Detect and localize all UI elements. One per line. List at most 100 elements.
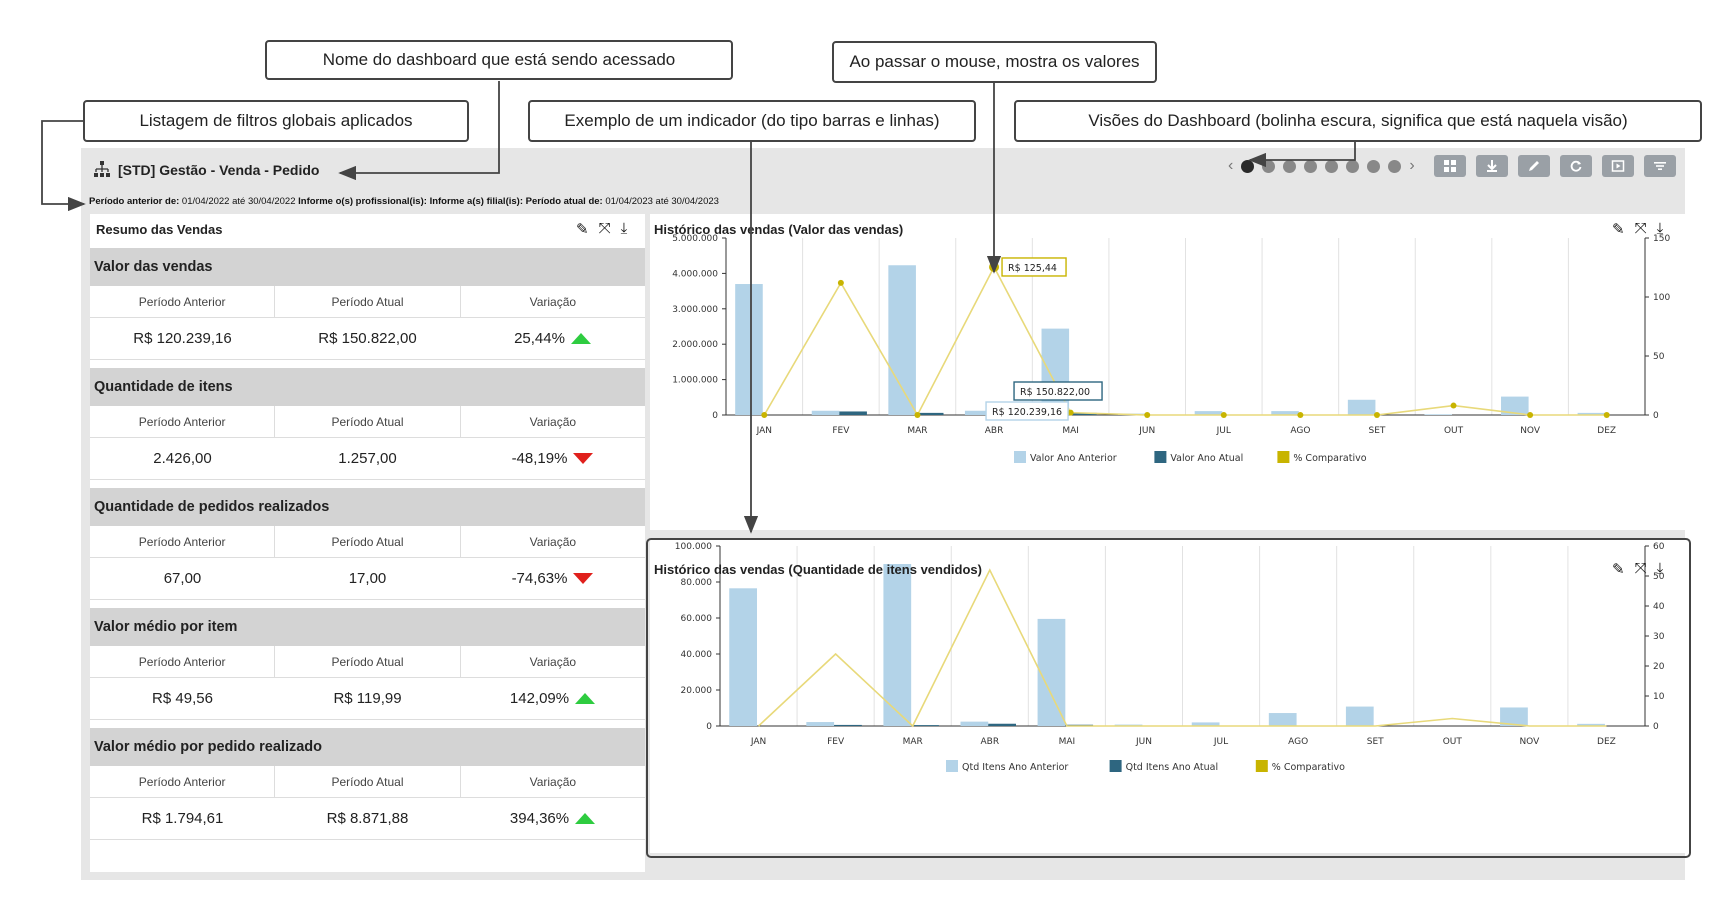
summary-values-row: R$ 120.239,16 R$ 150.822,00 25,44% [90,318,645,360]
y2-tick-label: 30 [1653,632,1665,642]
edit-icon[interactable] [1518,155,1550,177]
view-dot[interactable] [1262,159,1276,173]
x-tick-label: JUL [1216,426,1231,436]
x-tick-label: MAI [1062,426,1079,436]
x-tick-label: ABR [985,426,1004,436]
x-tick-label: FEV [832,426,850,436]
bar-previous [1347,399,1376,415]
callout-dashboard-name: Nome do dashboard que está sendo acessad… [265,40,733,80]
legend-label: Valor Ano Anterior [1030,453,1117,464]
download-icon[interactable]: ⤓ [1656,220,1664,237]
variation-text: -48,19% [511,450,568,467]
legend-swatch [1014,451,1026,463]
hover-point [989,261,1000,272]
value-variation: -48,19% [460,438,645,479]
chevron-right-icon[interactable]: › [1409,157,1415,174]
value-variation: 394,36% [460,798,645,839]
tooltip-current-text: R$ 150.822,00 [1020,387,1090,398]
x-tick-label: DEZ [1597,737,1616,747]
column-header: Período Anterior [90,406,276,437]
bar-current [911,725,939,726]
expand-icon[interactable]: ⤧ [1634,220,1647,237]
y2-tick-label: 50 [1653,352,1665,362]
view-dot[interactable] [1283,159,1297,173]
y2-tick-label: 40 [1653,602,1665,612]
bar-current [988,723,1016,726]
variation-text: 25,44% [514,330,565,347]
layout-icon[interactable] [1434,155,1466,177]
legend-label: Qtd Itens Ano Anterior [962,762,1068,773]
expand-icon[interactable]: ⤧ [1634,560,1647,577]
legend-swatch [1277,451,1290,463]
x-tick-label: JUL [1213,737,1228,747]
callout-indicator-example: Exemplo de um indicador (do tipo barras … [528,100,976,142]
view-navigation: ‹ › [1228,158,1415,174]
y2-tick-label: 50 [1653,572,1665,582]
callout-hover-values: Ao passar o mouse, mostra os valores [832,41,1157,83]
x-tick-label: OUT [1443,737,1463,747]
value-current: R$ 8.871,88 [326,810,409,827]
callout-global-filters: Listagem de filtros globais aplicados [83,100,469,142]
view-dot[interactable] [1304,159,1318,173]
x-tick-label: ABR [980,737,999,747]
view-dot[interactable] [1367,159,1381,173]
chart-title: Histórico das vendas (Quantidade de iten… [654,562,982,577]
bar-current [834,724,862,726]
present-icon[interactable] [1602,155,1634,177]
summary-values-row: R$ 49,56 R$ 119,99 142,09% [90,678,645,720]
x-tick-label: NOV [1519,737,1540,747]
tooltip-current-box [1013,381,1103,401]
download-icon[interactable] [1476,155,1508,177]
filter-icon[interactable] [1644,155,1676,177]
trend-down-icon [573,453,594,464]
view-dot[interactable] [1388,159,1402,173]
legend-swatch [1109,760,1122,772]
bar-previous [1577,723,1605,726]
dashboard-header: [STD] Gestão - Venda - Pedido [92,160,319,180]
y2-tick-label: 20 [1653,662,1665,672]
bar-previous [1577,412,1606,415]
refresh-icon[interactable] [1560,155,1592,177]
line-point [837,279,844,286]
variation-text: 142,09% [509,690,570,707]
edit-icon[interactable]: ✎ [1612,221,1625,238]
summary-column-headers: Período Anterior Período Atual Variação [90,286,645,318]
summary-title: Resumo das Vendas [96,222,223,237]
bar-previous [960,721,989,726]
view-dot[interactable] [1325,159,1339,173]
value-current: 17,00 [348,570,387,587]
expand-icon[interactable]: ⤧ [598,220,611,237]
legend-label: Valor Ano Atual [1170,453,1243,464]
y-tick-label: 100.000 [675,542,712,552]
column-header: Período Atual [275,526,461,557]
bar-previous [1194,411,1223,415]
edit-icon[interactable]: ✎ [1612,561,1625,578]
edit-icon[interactable]: ✎ [576,221,589,238]
y2-tick-label: 100 [1653,293,1670,303]
line-point [1603,412,1610,418]
variation-text: 394,36% [509,810,570,827]
column-header: Variação [529,294,577,309]
line-point [914,412,921,418]
x-tick-label: JAN [756,426,772,436]
legend-swatch [1255,760,1268,772]
summary-column-headers: Período Anterior Período Atual Variação [90,526,645,558]
value-current: 1.257,00 [338,450,397,467]
bar-previous [729,588,757,726]
bar-previous [1191,722,1220,726]
view-dot[interactable] [1346,159,1360,173]
download-icon[interactable]: ⤓ [620,220,628,237]
bar-previous [1424,414,1453,415]
view-dot-active[interactable] [1241,159,1255,173]
variation-text: -74,63% [511,570,568,587]
download-icon[interactable]: ⤓ [1656,560,1664,577]
chevron-left-icon[interactable]: ‹ [1228,157,1234,174]
x-tick-label: OUT [1444,426,1464,436]
bar-previous [1271,411,1299,415]
line-point [761,412,768,418]
value-previous: R$ 120.239,16 [133,330,232,347]
x-tick-label: JUN [1138,426,1155,436]
bar-previous [883,564,912,726]
legend-label: % Comparativo [1293,453,1366,464]
